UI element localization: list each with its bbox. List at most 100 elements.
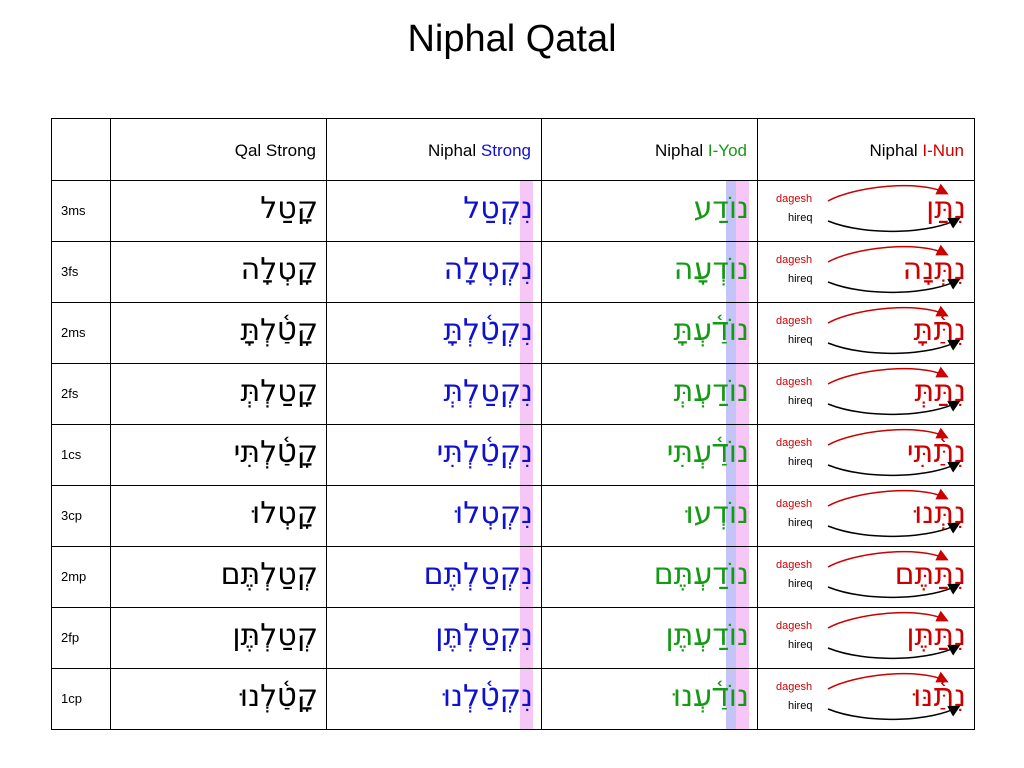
person-label: 3ms xyxy=(61,203,86,218)
qal-form: קָטְלָה xyxy=(240,252,318,287)
prefix-highlight xyxy=(736,242,749,302)
dagesh-label: dagesh xyxy=(776,315,813,327)
table-row: 2fp קְטַלְתֶּן נִקְטַלְתֶּן נוֹדַעְתֶּן dage… xyxy=(51,607,975,669)
niphal-iyod-cell: נוֹדַעְתֶּם xyxy=(541,546,758,608)
header-niphal-word: Niphal xyxy=(654,141,704,160)
niphal-inun-form: נִתַּתֶּן xyxy=(906,618,966,653)
qal-strong-cell: קְטַלְתֶּם xyxy=(110,546,327,608)
vowel-highlight xyxy=(726,303,736,363)
annotation-arrows xyxy=(827,244,961,294)
table-row: 3cp קָטְלוּ נִקְטְלוּ נוֹדְעוּ dagesh hireq נִ… xyxy=(51,485,975,547)
niphal-inun-form: נִתַּ֫תִּי xyxy=(906,435,966,470)
dagesh-label: dagesh xyxy=(776,437,813,449)
qal-form: קָטַל xyxy=(260,191,318,226)
niphal-inun-form: נִתְּנָה xyxy=(902,252,966,287)
header-niphal-strong: Niphal Strong xyxy=(326,118,542,181)
prefix-highlight xyxy=(736,608,749,668)
header-row: Qal Strong Niphal Strong Niphal I-Yod Ni… xyxy=(51,118,975,181)
prefix-highlight xyxy=(520,242,533,302)
header-niphal-word: Niphal xyxy=(869,141,918,160)
vowel-highlight xyxy=(726,547,736,607)
header-niphal-inun: Niphal I-Nun xyxy=(757,118,975,181)
niphal-inun-cell: dagesh hireq נִתַּתֶּן xyxy=(757,607,975,669)
niphal-strong-cell: נִקְטְלָה xyxy=(326,241,542,303)
table-row: 3fs קָטְלָה נִקְטְלָה נוֹדְעָה dagesh hireq נִ… xyxy=(51,241,975,303)
dagesh-label: dagesh xyxy=(776,620,813,632)
annotation-arrows xyxy=(827,488,961,538)
person-label-cell: 1cp xyxy=(51,668,111,730)
niphal-strong-cell: נִקְטַל xyxy=(326,180,542,242)
niphal-iyod-cell: נוֹדַ֫עְנוּ xyxy=(541,668,758,730)
hireq-label: hireq xyxy=(788,639,813,651)
person-label: 3fs xyxy=(61,264,79,279)
annotation-arrows xyxy=(827,427,961,477)
table-row: 2mp קְטַלְתֶּם נִקְטַלְתֶּם נוֹדַעְתֶּם dage… xyxy=(51,546,975,608)
dagesh-arrow xyxy=(827,305,949,324)
prefix-highlight xyxy=(520,669,533,729)
niphal-iyod-form: נוֹדַ֫עְתִּי xyxy=(666,435,749,470)
annotation-arrows xyxy=(827,610,961,660)
prefix-highlight xyxy=(520,425,533,485)
niphal-iyod-form: נוֹדַ֫עְנוּ xyxy=(672,679,749,714)
vowel-highlight xyxy=(726,425,736,485)
prefix-highlight xyxy=(736,181,749,241)
vowel-highlight xyxy=(726,608,736,668)
person-label-cell: 2fp xyxy=(51,607,111,669)
niphal-strong-form: נִקְטַלְתֶּם xyxy=(423,557,533,592)
hireq-label: hireq xyxy=(788,700,813,712)
person-label-cell: 3fs xyxy=(51,241,111,303)
vowel-highlight xyxy=(726,486,736,546)
dagesh-arrow xyxy=(827,427,949,446)
niphal-strong-cell: נִקְטַלְתֶּם xyxy=(326,546,542,608)
person-label-cell: 1cs xyxy=(51,424,111,486)
annotation-arrows xyxy=(827,549,961,599)
annotation-arrows xyxy=(827,366,961,416)
qal-strong-cell: קָטַלְתְּ xyxy=(110,363,327,425)
niphal-inun-form: נִתַּן xyxy=(926,191,966,226)
prefix-highlight xyxy=(736,364,749,424)
niphal-strong-form: נִקְטַ֫לְתִּי xyxy=(436,435,533,470)
niphal-strong-form: נִקְטַלְתֶּן xyxy=(435,618,533,653)
hireq-label: hireq xyxy=(788,456,813,468)
paradigm-table: Qal Strong Niphal Strong Niphal I-Yod Ni… xyxy=(51,118,975,730)
niphal-iyod-cell: נוֹדְעוּ xyxy=(541,485,758,547)
niphal-strong-form: נִקְטַ֫לְנוּ xyxy=(442,679,533,714)
prefix-highlight xyxy=(736,669,749,729)
vowel-highlight xyxy=(726,669,736,729)
niphal-inun-cell: dagesh hireq נִתַּ֫נּוּ xyxy=(757,668,975,730)
qal-strong-cell: קָטַ֫לְתָּ xyxy=(110,302,327,364)
niphal-strong-form: נִקְטַלְתְּ xyxy=(443,374,533,409)
hireq-arrow xyxy=(827,461,961,477)
header-niphal-iyod: Niphal I-Yod xyxy=(541,118,758,181)
vowel-highlight xyxy=(726,181,736,241)
dagesh-arrow xyxy=(827,488,949,507)
niphal-iyod-cell: נוֹדַעְתְּ xyxy=(541,363,758,425)
niphal-inun-cell: dagesh hireq נִתַּתְּ xyxy=(757,363,975,425)
niphal-iyod-form: נוֹדְעָה xyxy=(673,252,749,287)
dagesh-label: dagesh xyxy=(776,559,813,571)
niphal-iyod-form: נוֹדַעְתֶּן xyxy=(665,618,749,653)
hireq-label: hireq xyxy=(788,517,813,529)
niphal-iyod-cell: נוֹדְעָה xyxy=(541,241,758,303)
qal-strong-cell: קָטַל xyxy=(110,180,327,242)
prefix-highlight xyxy=(520,364,533,424)
dagesh-arrow xyxy=(827,671,949,690)
dagesh-arrow xyxy=(827,244,949,263)
dagesh-arrow xyxy=(827,183,949,202)
niphal-strong-cell: נִקְטַ֫לְנוּ xyxy=(326,668,542,730)
niphal-iyod-form: נוֹדַע xyxy=(693,191,749,226)
niphal-inun-cell: dagesh hireq נִתַּתֶּם xyxy=(757,546,975,608)
qal-form: קָטַ֫לְתָּ xyxy=(240,313,318,348)
niphal-strong-form: נִקְטַ֫לְתָּ xyxy=(443,313,533,348)
niphal-strong-form: נִקְטַל xyxy=(463,191,533,226)
niphal-strong-form: נִקְטְלָה xyxy=(443,252,533,287)
table-row: 3ms קָטַל נִקְטַל נוֹדַע dagesh hireq נִתַּן xyxy=(51,180,975,242)
dagesh-label: dagesh xyxy=(776,376,813,388)
hireq-label: hireq xyxy=(788,212,813,224)
niphal-inun-form: נִתַּ֫נּוּ xyxy=(913,679,966,714)
prefix-highlight xyxy=(520,608,533,668)
annotation-arrows xyxy=(827,183,961,233)
header-qal-label: Qal Strong xyxy=(234,141,316,160)
header-strong-word: Strong xyxy=(480,141,531,160)
hireq-arrow xyxy=(827,644,961,660)
